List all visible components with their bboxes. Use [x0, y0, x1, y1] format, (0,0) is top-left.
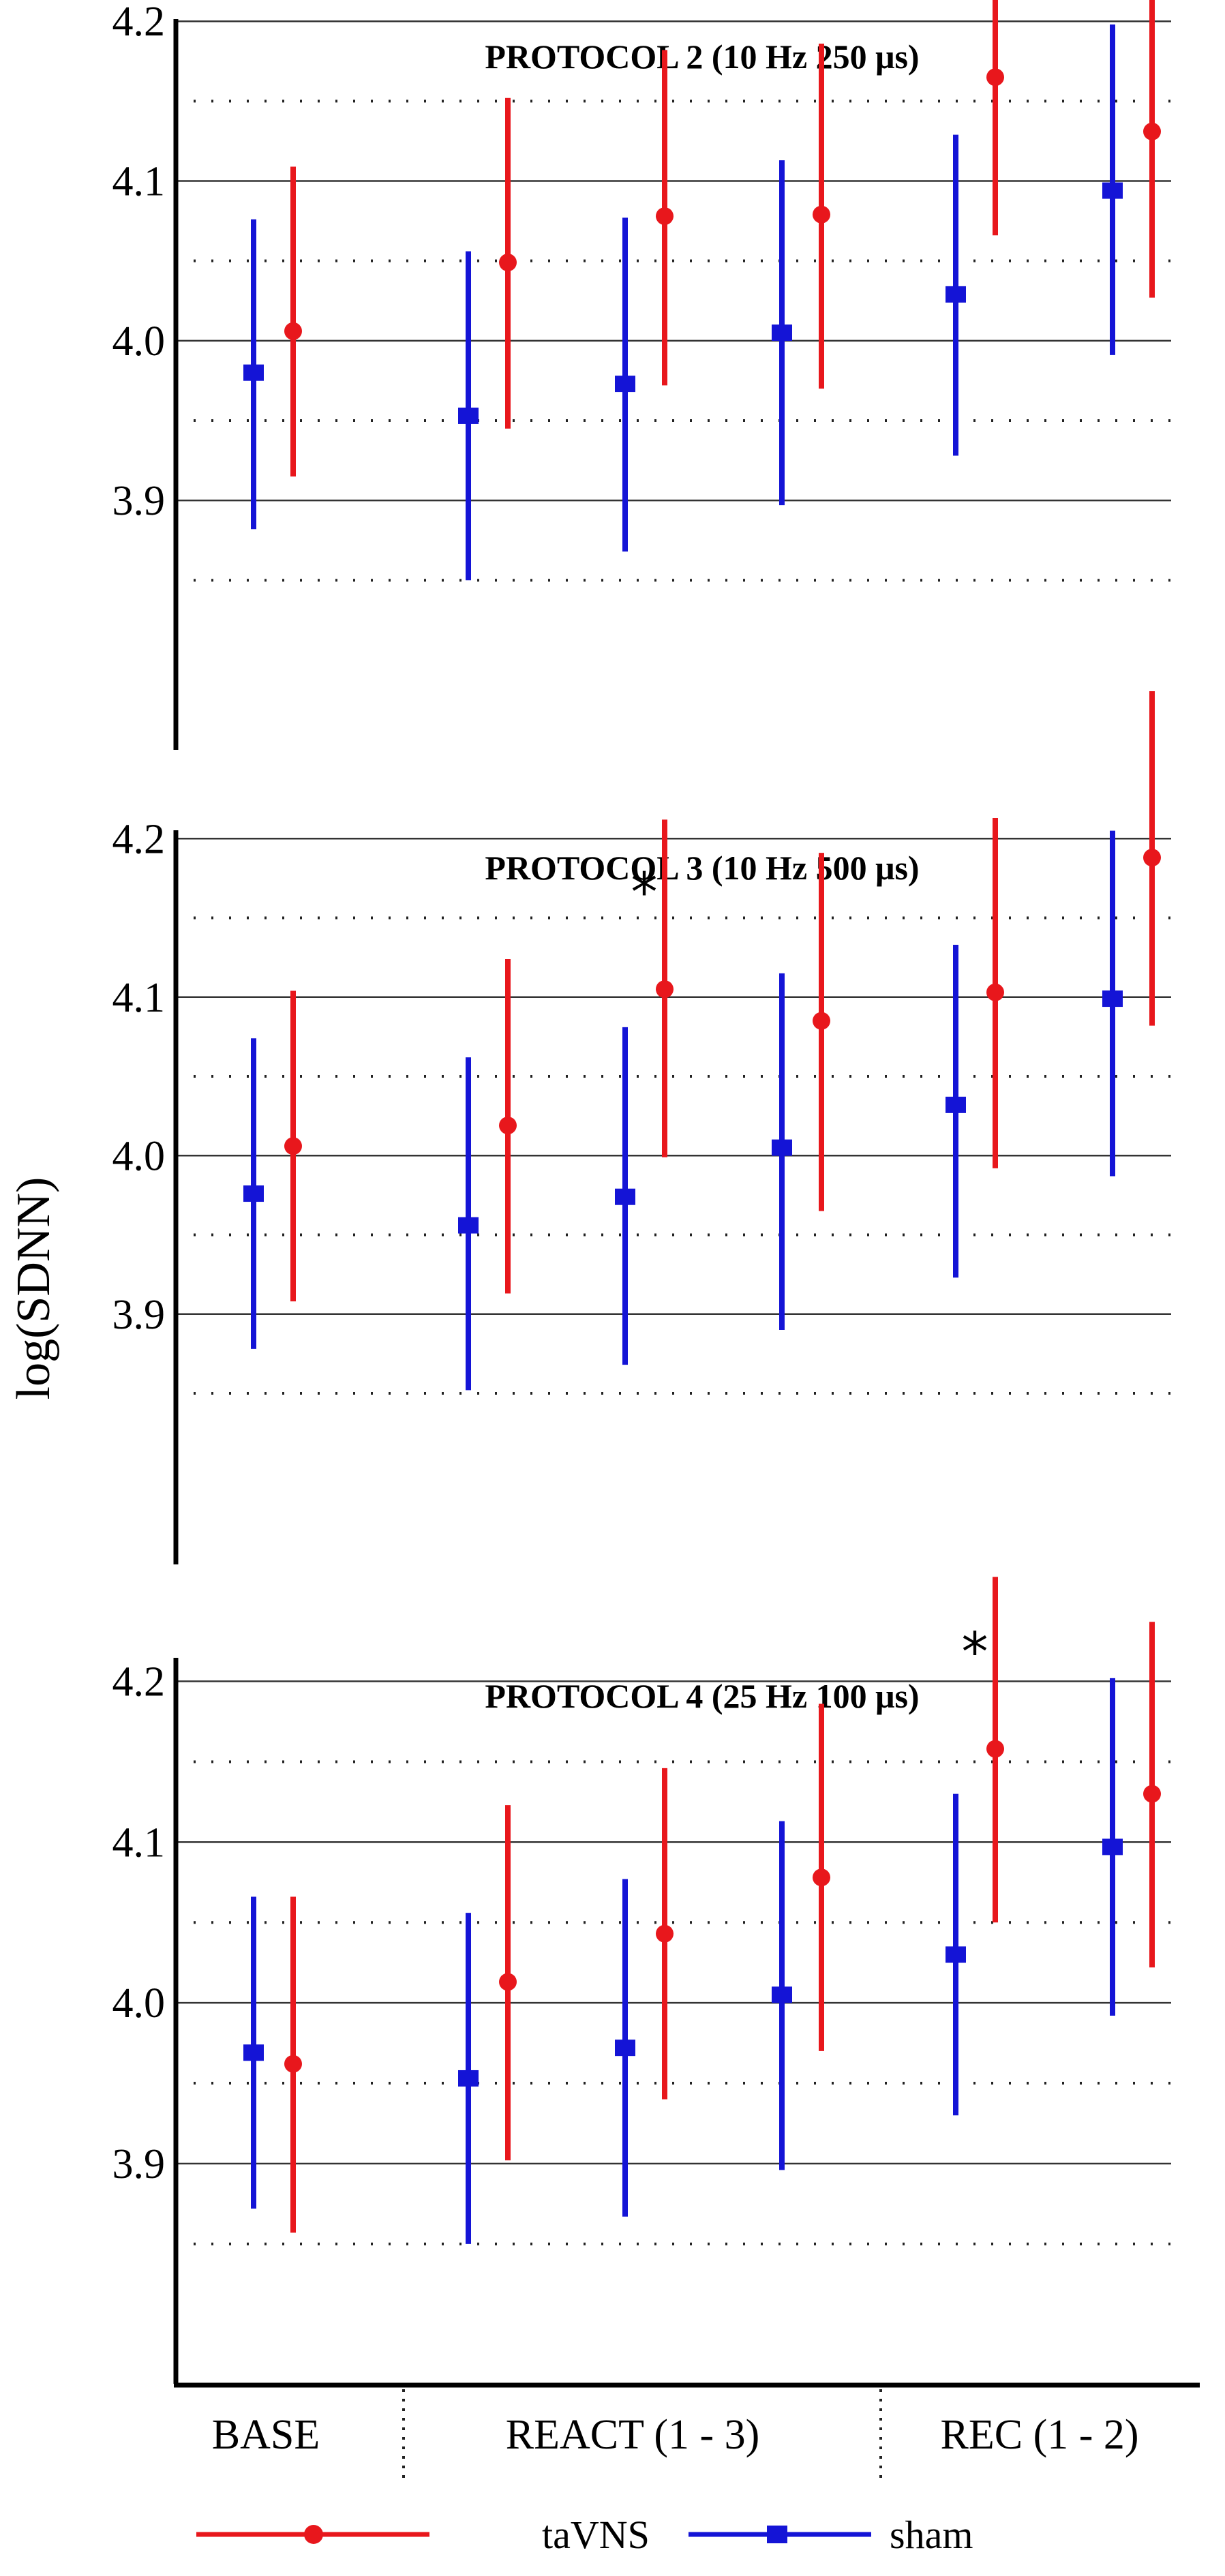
- y-tick-label: 3.9: [112, 1292, 166, 1338]
- point-taVNS: [813, 205, 830, 224]
- legend-item-taVNS: taVNS: [196, 2513, 650, 2557]
- point-taVNS: [986, 983, 1004, 1001]
- point-sham: [458, 407, 479, 424]
- point-taVNS: [656, 1924, 674, 1943]
- point-taVNS: [499, 254, 517, 272]
- category-label: REC (1 - 2): [940, 2412, 1138, 2458]
- point-taVNS: [986, 1740, 1004, 1758]
- series-sham: [243, 830, 1123, 1391]
- panel-title: PROTOCOL 4 (25 Hz 100 μs): [485, 1677, 919, 1715]
- point-taVNS: [1143, 1785, 1161, 1803]
- panel-title: PROTOCOL 2 (10 Hz 250 μs): [485, 37, 919, 76]
- point-taVNS: [813, 1012, 830, 1030]
- point-sham: [946, 286, 966, 303]
- point-taVNS: [284, 2055, 302, 2073]
- point-taVNS: [1143, 849, 1161, 867]
- point-sham: [243, 1185, 264, 1202]
- series-taVNS: [284, 0, 1161, 476]
- y-tick-label: 4.1: [112, 1819, 166, 1866]
- series-taVNS: [284, 1577, 1161, 2233]
- point-taVNS: [986, 68, 1004, 87]
- point-sham: [458, 1217, 479, 1234]
- y-tick-label: 4.0: [112, 1133, 166, 1179]
- significance-marker: *: [962, 0, 988, 12]
- point-sham: [772, 1139, 792, 1156]
- point-sham: [946, 1096, 966, 1113]
- panel-2: 3.9 4.0 4.1 4.2 PROTOCOL 3 (10 Hz 500 μs)*: [112, 691, 1171, 1564]
- panel-1: 3.9 4.0 4.1 4.2 PROTOCOL 2 (10 Hz 250 μs) *: [112, 0, 1171, 750]
- y-tick-label: 4.2: [112, 816, 166, 862]
- series-taVNS: [284, 691, 1161, 1302]
- y-tick-label: 4.2: [112, 0, 166, 45]
- point-sham: [615, 1188, 635, 1205]
- point-sham: [458, 2070, 479, 2087]
- point-sham: [1102, 990, 1123, 1007]
- legend-marker: [304, 2525, 323, 2544]
- point-sham: [772, 324, 792, 342]
- legend-label: taVNS: [542, 2513, 650, 2557]
- point-taVNS: [499, 1973, 517, 1991]
- panel-title: PROTOCOL 3 (10 Hz 500 μs): [485, 849, 919, 887]
- panel-3: 3.9 4.0 4.1 4.2 PROTOCOL 4 (25 Hz 100 μs) *: [112, 1577, 1171, 2384]
- point-sham: [615, 2040, 635, 2057]
- y-tick-label: 4.1: [112, 975, 166, 1021]
- category-label: REACT (1 - 3): [506, 2412, 760, 2458]
- significance-marker: *: [962, 1622, 988, 1684]
- point-taVNS: [1143, 122, 1161, 140]
- series-sham: [243, 1678, 1123, 2244]
- series-sham: [243, 24, 1123, 581]
- point-taVNS: [656, 980, 674, 999]
- y-tick-label: 4.0: [112, 1980, 166, 2027]
- point-sham: [946, 1946, 966, 1963]
- y-tick-label: 4.0: [112, 318, 166, 365]
- point-taVNS: [284, 1137, 302, 1155]
- point-taVNS: [656, 207, 674, 226]
- point-taVNS: [499, 1117, 517, 1135]
- category-label: BASE: [212, 2412, 320, 2458]
- point-sham: [243, 364, 264, 381]
- y-tick-label: 4.1: [112, 159, 166, 205]
- legend-item-sham: sham: [689, 2513, 973, 2557]
- legend-label: sham: [890, 2513, 973, 2557]
- point-sham: [772, 1986, 792, 2003]
- legend-marker: [767, 2526, 787, 2543]
- point-sham: [243, 2044, 264, 2061]
- y-axis-label: log(SDNN): [7, 1177, 60, 1400]
- y-tick-label: 3.9: [112, 478, 166, 524]
- point-taVNS: [813, 1868, 830, 1887]
- point-sham: [615, 376, 635, 393]
- y-tick-label: 4.2: [112, 1659, 166, 1706]
- significance-marker: *: [631, 862, 658, 924]
- point-sham: [1102, 182, 1123, 199]
- point-taVNS: [284, 322, 302, 340]
- point-sham: [1102, 1838, 1123, 1855]
- y-tick-label: 3.9: [112, 2141, 166, 2187]
